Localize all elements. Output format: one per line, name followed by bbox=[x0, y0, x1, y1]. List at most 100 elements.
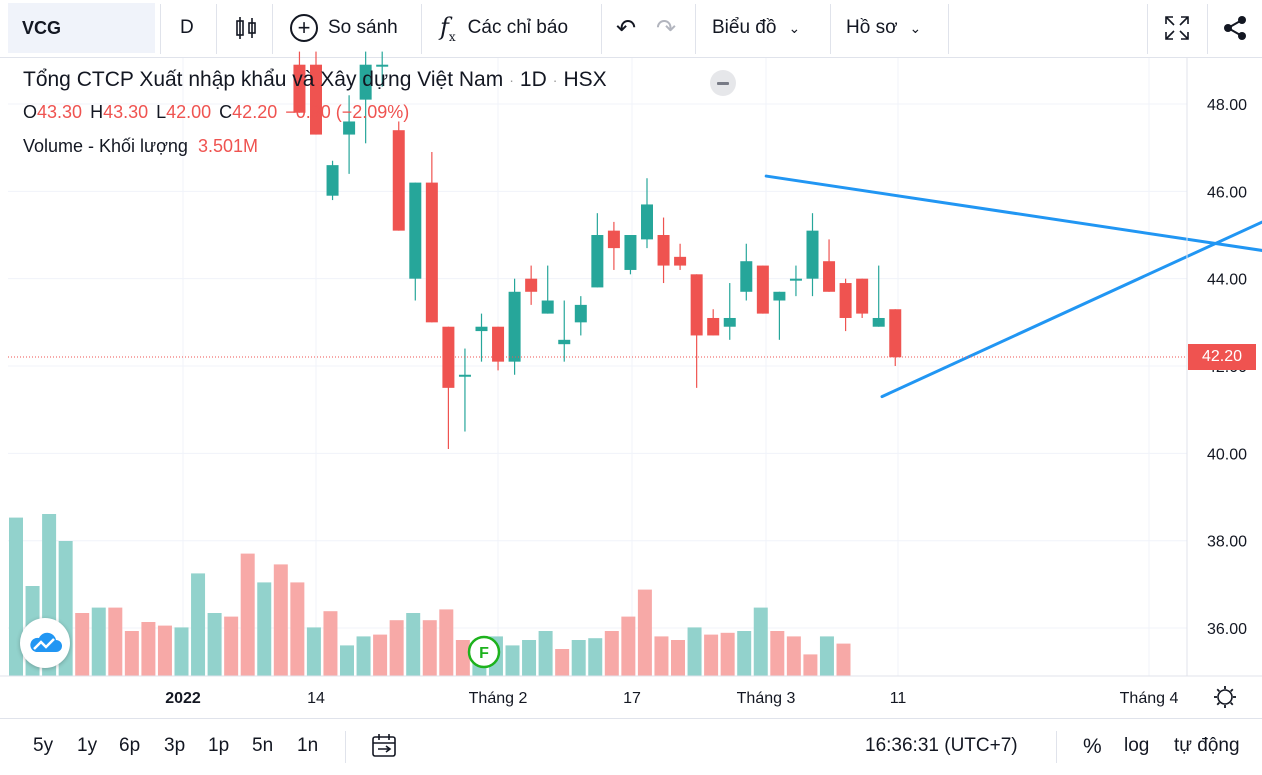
volume-bar bbox=[671, 640, 685, 676]
volume-bar bbox=[770, 631, 785, 676]
function-icon: fx bbox=[440, 12, 456, 44]
goto-date-icon[interactable] bbox=[370, 733, 398, 765]
log-toggle[interactable]: log bbox=[1124, 735, 1150, 756]
candle-body bbox=[326, 165, 339, 196]
volume-bar bbox=[75, 613, 90, 676]
volume-bar bbox=[836, 643, 851, 676]
divider bbox=[830, 4, 831, 54]
close-label: C bbox=[219, 102, 233, 122]
volume-label: Volume - Khối lượng bbox=[23, 136, 188, 156]
volume-bar bbox=[306, 627, 321, 676]
price-tick-label: 46.00 bbox=[1207, 184, 1247, 201]
candle-body bbox=[541, 300, 554, 314]
candle-body bbox=[806, 230, 819, 279]
low-value: 42.00 bbox=[166, 102, 212, 122]
indicators-button[interactable]: fx Các chỉ báo bbox=[440, 0, 568, 56]
trendline[interactable] bbox=[764, 174, 1262, 261]
clock[interactable]: 16:36:31 (UTC+7) bbox=[865, 735, 1018, 756]
percent-toggle[interactable]: % bbox=[1083, 735, 1102, 758]
low-label: L bbox=[156, 102, 167, 122]
volume-bar bbox=[455, 640, 470, 676]
compare-button[interactable]: + So sánh bbox=[290, 0, 398, 56]
range-5d[interactable]: 5n bbox=[252, 735, 274, 756]
price-tick-label: 40.00 bbox=[1207, 446, 1247, 463]
event-marker-label: F bbox=[479, 645, 489, 662]
time-axis[interactable]: 2022 14 Tháng 2 17 Tháng 3 11 Tháng 4 bbox=[165, 686, 1236, 708]
volume-bar bbox=[803, 654, 818, 676]
profile-menu-button[interactable]: Hồ sơ ⌄ bbox=[846, 0, 921, 56]
range-3m[interactable]: 3p bbox=[164, 735, 186, 756]
undo-icon[interactable]: ↶ bbox=[616, 14, 637, 42]
candle-body bbox=[409, 182, 422, 279]
trendlines[interactable] bbox=[764, 174, 1262, 399]
candle-type-icon[interactable] bbox=[234, 0, 258, 56]
open-value: 43.30 bbox=[37, 102, 83, 122]
volume-bar bbox=[737, 631, 752, 676]
time-tick-label: 14 bbox=[307, 690, 325, 707]
time-tick-label: 11 bbox=[890, 690, 907, 707]
candle-body bbox=[872, 317, 885, 327]
volume-bar bbox=[720, 632, 735, 676]
open-label: O bbox=[23, 102, 38, 122]
profile-menu-label: Hồ sơ bbox=[846, 17, 898, 38]
candle-body bbox=[674, 256, 687, 266]
chart-menu-button[interactable]: Biểu đồ ⌄ bbox=[712, 0, 800, 56]
legend-exchange: HSX bbox=[563, 68, 607, 91]
range-1y[interactable]: 1y bbox=[77, 735, 98, 756]
legend-interval: 1D bbox=[519, 68, 547, 91]
candle-body bbox=[525, 278, 538, 292]
redo-icon[interactable]: ↷ bbox=[656, 14, 677, 42]
divider bbox=[1056, 731, 1057, 763]
cloud-logo-icon bbox=[30, 632, 62, 652]
volume-bar bbox=[157, 625, 172, 676]
share-icon[interactable] bbox=[1222, 0, 1248, 56]
divider bbox=[216, 4, 217, 54]
trendline[interactable] bbox=[880, 189, 1262, 399]
interval-button[interactable]: D bbox=[180, 17, 194, 38]
collapse-legend-button[interactable] bbox=[710, 70, 736, 96]
divider bbox=[695, 4, 696, 54]
volume-bar bbox=[340, 645, 354, 676]
divider bbox=[421, 4, 422, 54]
candles bbox=[293, 51, 902, 449]
axis-settings-icon[interactable] bbox=[1214, 686, 1236, 708]
candle-body bbox=[624, 235, 637, 270]
candle-body bbox=[425, 182, 438, 323]
volume-bar bbox=[753, 607, 768, 676]
volume-bar bbox=[257, 582, 272, 676]
volume-bar bbox=[207, 613, 222, 676]
chevron-down-icon: ⌄ bbox=[909, 19, 922, 36]
divider bbox=[948, 4, 949, 54]
volume-bar bbox=[439, 609, 454, 676]
high-label: H bbox=[90, 102, 104, 122]
separator-dot: · bbox=[509, 72, 514, 89]
range-1d[interactable]: 1n bbox=[297, 735, 319, 756]
volume-value: 3.501M bbox=[197, 136, 258, 156]
candle-body bbox=[343, 121, 356, 135]
symbol-search[interactable]: VCG bbox=[8, 3, 155, 53]
time-tick-label: Tháng 2 bbox=[469, 690, 528, 707]
candle-body bbox=[359, 64, 372, 100]
tradingview-logo[interactable] bbox=[20, 618, 70, 668]
divider bbox=[345, 731, 346, 763]
event-marker[interactable]: F bbox=[467, 635, 501, 669]
candle-body bbox=[839, 283, 852, 318]
candle-body bbox=[723, 317, 736, 327]
range-6m[interactable]: 6p bbox=[119, 735, 141, 756]
time-tick-label: Tháng 3 bbox=[737, 690, 796, 707]
volume-bar bbox=[356, 636, 371, 676]
chart-menu-label: Biểu đồ bbox=[712, 17, 777, 38]
candle-body bbox=[442, 326, 455, 388]
time-tick-label: Tháng 4 bbox=[1120, 690, 1179, 707]
volume-bar bbox=[389, 620, 404, 676]
volume-bar bbox=[91, 607, 106, 676]
range-5y[interactable]: 5y bbox=[33, 735, 54, 756]
candle-body bbox=[657, 235, 670, 266]
volume-bar bbox=[224, 616, 239, 676]
volume-bar bbox=[9, 517, 23, 676]
fullscreen-icon[interactable] bbox=[1164, 0, 1190, 56]
volume-bar bbox=[555, 649, 570, 676]
range-1m[interactable]: 1p bbox=[208, 735, 230, 756]
auto-toggle[interactable]: tự động bbox=[1174, 735, 1240, 756]
volume-bar bbox=[406, 613, 421, 676]
